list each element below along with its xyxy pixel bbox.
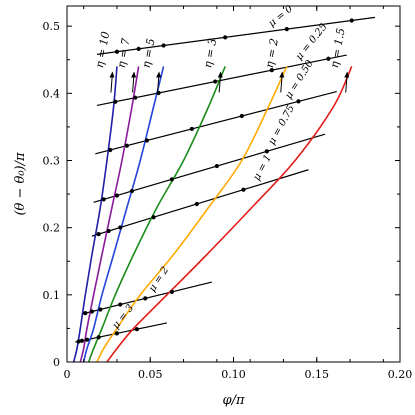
mu-label: μ = 0.75	[266, 103, 297, 146]
mu-label: μ = 1	[251, 153, 274, 183]
y-tick-label: 0.5	[43, 20, 61, 33]
mu-line	[95, 90, 337, 155]
eta-label: η = 2	[263, 37, 281, 69]
intersection-dot	[134, 327, 140, 332]
x-tick-label: 0.05	[138, 368, 163, 381]
intersection-dot	[143, 296, 148, 301]
mu-label: μ = 2	[147, 265, 171, 294]
axes: φ/π (θ − θ₀)/π 0 0.05 0.10 0.15 0.20 0 0.1 0.2 0…	[13, 5, 413, 408]
y-tick-label: 0.3	[43, 154, 61, 167]
intersection-dot	[214, 163, 219, 169]
intersection-dot	[169, 289, 174, 294]
intersection-dot	[189, 126, 194, 132]
intersection-dot	[84, 337, 90, 342]
intersection-dot	[114, 193, 120, 198]
eta-arrowhead	[131, 71, 137, 78]
mu-line	[91, 169, 309, 237]
intersection-dot	[326, 56, 331, 61]
intersection-dot	[96, 335, 101, 340]
intersection-dot	[98, 307, 103, 312]
intersection-dot	[113, 99, 118, 104]
plot-area: μ = 0μ = 0.25μ = 0.50μ = 0.75μ = 1μ = 2μ…	[72, 3, 376, 362]
intersection-dot	[284, 27, 289, 32]
intersection-dot	[106, 228, 111, 234]
intersection-dot	[76, 339, 81, 344]
eta-curve	[79, 66, 140, 362]
intersection-dot	[114, 331, 120, 336]
intersection-dot	[239, 113, 244, 119]
intersection-dot	[114, 49, 120, 54]
eta-arrowhead	[156, 71, 162, 78]
y-tick-label: 0.1	[43, 289, 61, 302]
mu-line	[96, 54, 347, 106]
x-tick-label: 0.15	[305, 368, 330, 381]
y-tick-label: 0.2	[43, 222, 61, 235]
curves	[72, 16, 376, 362]
mu-label: μ = 3	[111, 303, 137, 332]
eta-label: η = 10	[93, 30, 112, 69]
mu-line	[96, 16, 376, 55]
intersection-dot	[89, 309, 95, 314]
eta-label: η = 3	[201, 37, 219, 69]
intersection-dot	[161, 43, 166, 48]
intersection-dot	[264, 149, 269, 154]
intersection-dot	[296, 99, 301, 104]
intersection-dot	[349, 18, 354, 23]
x-tick-label: 0	[64, 368, 71, 381]
intersection-dot	[144, 138, 150, 143]
intersection-dot	[194, 201, 199, 207]
intersection-dot	[223, 35, 228, 40]
intersection-dot	[133, 95, 138, 100]
eta-label: η = 1.5	[328, 27, 348, 69]
eta-curve	[106, 66, 353, 362]
intersection-dot	[118, 225, 123, 230]
eta-curve	[72, 66, 118, 362]
intersection-dot	[101, 197, 106, 202]
intersection-dot	[108, 147, 113, 153]
intersection-dot	[269, 68, 274, 73]
eta-curve	[82, 66, 165, 362]
intersection-dot	[136, 46, 141, 51]
intersection-dot	[169, 177, 174, 182]
x-tick-label: 0.10	[221, 368, 246, 381]
eta-arrowhead	[344, 71, 350, 78]
eta-curve	[87, 66, 226, 362]
intersection-dot	[129, 188, 135, 194]
y-axis-label: (θ − θ₀)/π	[13, 152, 28, 216]
intersection-dot	[213, 79, 218, 84]
eta-arrowhead	[109, 71, 115, 78]
x-tick-label: 0.20	[388, 368, 413, 381]
y-tick-label: 0.4	[43, 87, 61, 100]
intersection-dot	[124, 143, 130, 148]
x-axis-label: φ/π	[222, 393, 244, 408]
intersection-dot	[118, 302, 123, 307]
intersection-dot	[79, 338, 85, 343]
intersection-dot	[151, 215, 156, 220]
intersection-dot	[241, 187, 246, 192]
eta-label: η = 7	[115, 37, 133, 69]
eta-curve	[96, 66, 288, 362]
intersection-dot	[156, 90, 161, 96]
mu-label: μ = 0	[267, 3, 296, 29]
intersection-dot	[83, 311, 88, 316]
eta-label: η = 5	[140, 37, 158, 69]
y-tick-label: 0	[53, 356, 60, 369]
eta-arrowhead	[279, 71, 285, 78]
intersection-dot	[96, 231, 101, 237]
eta-arrowhead	[217, 71, 223, 78]
